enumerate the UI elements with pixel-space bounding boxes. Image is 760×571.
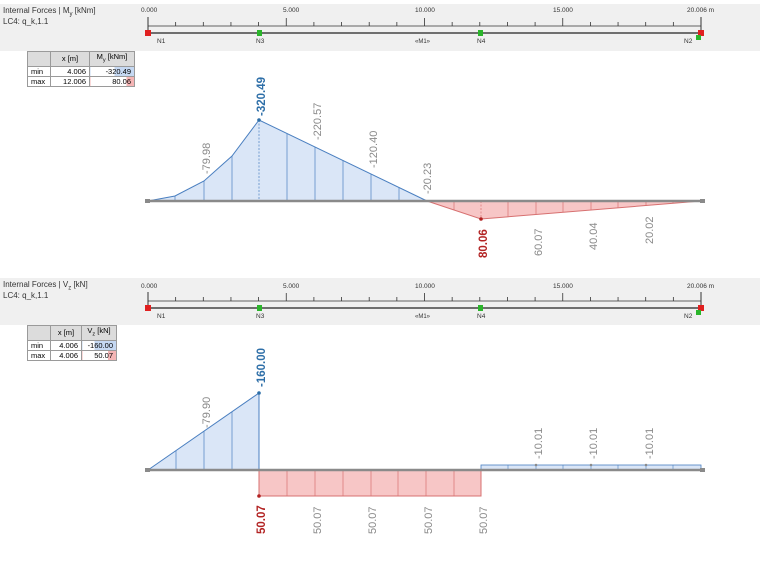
moment-value-label: -220.57 xyxy=(312,103,324,140)
moment-negative-outline xyxy=(147,119,428,202)
extreme-point xyxy=(257,118,261,122)
shear-diagram: -79.90 -160.00 -10.01 -10.01 -10.01 50.0… xyxy=(145,348,705,534)
moment-load-case: LC4: q_k,1.1 xyxy=(3,17,49,26)
beam-end-marker xyxy=(145,199,150,203)
shear-value-label: 50.07 xyxy=(423,506,435,534)
shear-value-label: -10.01 xyxy=(644,428,656,459)
moment-value-label: 60.07 xyxy=(533,228,545,256)
moment-min-label: -320.49 xyxy=(256,77,268,116)
shear-positive-area xyxy=(258,469,482,497)
table-row-min: min 4.006 -320.49 xyxy=(27,65,135,77)
col-x-header: x [m] xyxy=(50,51,90,67)
shear-small-hatch xyxy=(507,465,674,470)
shear-value-label: -79.90 xyxy=(201,397,213,428)
shear-negative-outline xyxy=(147,392,260,471)
shear-value-label: 50.07 xyxy=(478,506,490,534)
table-row-max: max 4.006 50.07 xyxy=(27,349,117,361)
shear-value-label: -10.01 xyxy=(533,428,545,459)
value-point xyxy=(589,463,593,467)
moment-negative-hatch xyxy=(174,120,400,201)
value-point xyxy=(644,463,648,467)
beam-end-marker xyxy=(700,199,705,203)
beam-end-marker xyxy=(145,468,150,472)
extreme-point xyxy=(257,494,261,498)
value-point xyxy=(534,463,538,467)
moment-minmax-table: x [m] My [kNm] min 4.006 -320.49 max 12.006 8… xyxy=(27,51,135,87)
shear-min-label: -160.00 xyxy=(256,348,268,387)
col-value-header: Vz [kN] xyxy=(81,325,117,341)
shear-small-negative-area xyxy=(480,464,702,471)
moment-value-label: -20.23 xyxy=(422,163,434,194)
moment-value-label: 20.02 xyxy=(644,216,656,244)
beam-end-marker xyxy=(700,468,705,472)
extreme-point xyxy=(257,391,261,395)
shear-negative-hatch xyxy=(175,393,260,470)
moment-value-label: 40.04 xyxy=(588,222,600,250)
shear-minmax-table: x [m] Vz [kN] min 4.006 -160.00 max 4.006 50.… xyxy=(27,325,117,361)
moment-panel-header: Internal Forces | My [kNm] LC4: q_k,1.1 xyxy=(0,4,760,51)
shear-max-label: 50.07 xyxy=(256,505,268,534)
shear-positive-hatch xyxy=(286,470,455,496)
moment-negative-area xyxy=(148,120,427,201)
moment-max-label: 80.06 xyxy=(478,229,490,258)
table-corner xyxy=(27,325,51,341)
extreme-point xyxy=(479,217,483,221)
moment-value-label: -79.98 xyxy=(201,143,213,174)
table-row-min: min 4.006 -160.00 xyxy=(27,339,117,351)
col-x-header: x [m] xyxy=(50,325,82,341)
shear-negative-area xyxy=(148,393,259,470)
moment-value-label: -120.40 xyxy=(368,131,380,168)
shear-panel-header: Internal Forces | Vz [kN] LC4: q_k,1.1 xyxy=(0,278,760,325)
moment-positive-hatch xyxy=(453,201,674,219)
shear-value-label: 50.07 xyxy=(312,506,324,534)
table-corner xyxy=(27,51,51,67)
shear-value-label: 50.07 xyxy=(367,506,379,534)
moment-panel-title: Internal Forces | My [kNm] xyxy=(3,6,96,18)
moment-positive-area xyxy=(427,201,701,219)
moment-diagram: -79.98 -320.49 -220.57 -120.40 -20.23 80… xyxy=(145,77,705,258)
shear-panel-title: Internal Forces | Vz [kN] xyxy=(3,280,88,292)
col-value-header: My [kNm] xyxy=(89,51,135,67)
shear-load-case: LC4: q_k,1.1 xyxy=(3,291,49,300)
shear-value-label: -10.01 xyxy=(588,428,600,459)
moment-positive-outline xyxy=(426,200,702,220)
table-row-max: max 12.006 80.06 xyxy=(27,75,135,87)
